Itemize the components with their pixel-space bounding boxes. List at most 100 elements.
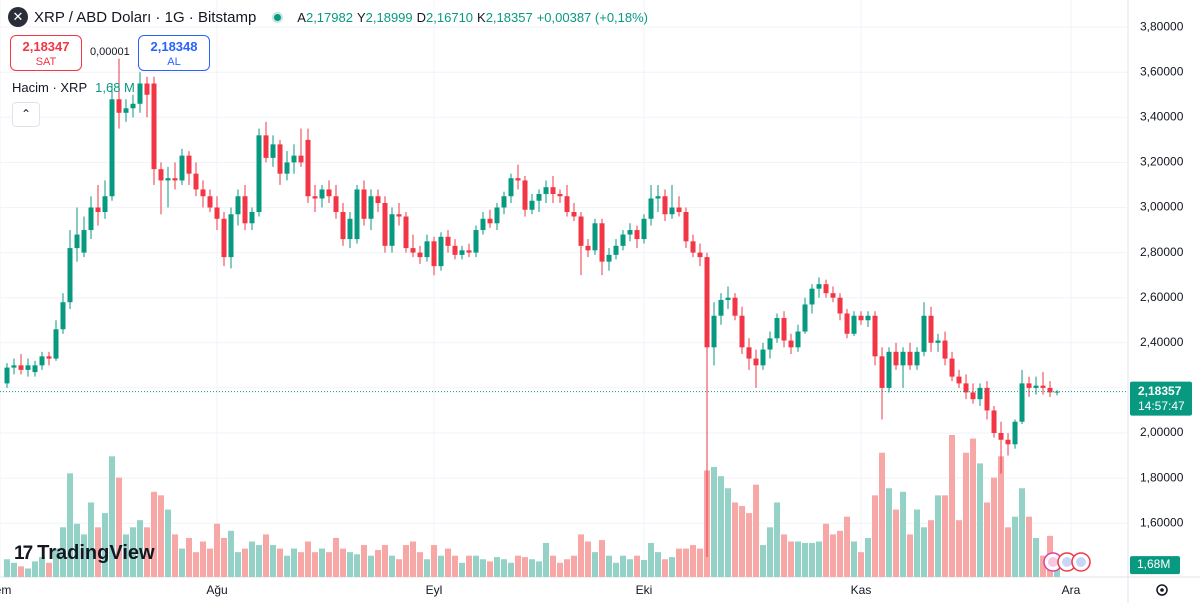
- volume-bar: [158, 495, 165, 577]
- volume-bar: [242, 548, 249, 577]
- ohlc-value: 2,16710: [426, 9, 474, 25]
- event-flag: [1062, 557, 1072, 567]
- sell-price[interactable]: 2,18347: [22, 39, 70, 54]
- volume-bar: [746, 513, 753, 577]
- volume-bar: [60, 527, 67, 577]
- volume-bar: [718, 476, 725, 577]
- volume-bar: [683, 548, 690, 577]
- volume-bar: [774, 502, 781, 577]
- volume-bar: [613, 562, 620, 577]
- candle-body: [746, 347, 752, 359]
- candle-body: [326, 189, 332, 197]
- candle-body: [872, 315, 878, 357]
- ohlc-label: D: [416, 9, 427, 25]
- symbol-icon: ✕: [8, 7, 28, 27]
- candle-body: [865, 315, 871, 321]
- candle-body: [508, 178, 514, 197]
- buy-label[interactable]: AL: [167, 56, 181, 68]
- candle-body: [788, 340, 794, 348]
- candle-body: [221, 218, 227, 258]
- volume-bar: [473, 555, 480, 577]
- candle-body: [263, 135, 269, 158]
- ohlc-label: A: [297, 9, 306, 25]
- volume-bar: [788, 541, 795, 577]
- candle-body: [830, 293, 836, 298]
- sell-button[interactable]: 2,18347 SAT: [10, 35, 82, 71]
- candle-body: [151, 83, 157, 170]
- buy-price[interactable]: 2,18348: [150, 39, 198, 54]
- buy-button[interactable]: 2,18348 AL: [138, 35, 210, 71]
- y-tick-label: 1,80000: [1140, 470, 1184, 484]
- candle-body: [634, 230, 640, 240]
- candle-body: [144, 83, 150, 95]
- candle-body: [851, 315, 857, 334]
- candle-body: [564, 196, 570, 213]
- candle-body: [949, 358, 955, 377]
- volume-bar: [802, 542, 809, 577]
- candle-body: [739, 315, 745, 348]
- volume-bar: [438, 555, 445, 577]
- candle-body: [53, 329, 59, 359]
- volume-bar: [25, 568, 32, 577]
- candle-body: [1012, 421, 1018, 445]
- candle-body: [116, 99, 122, 113]
- volume-bar: [984, 502, 991, 577]
- volume-bar: [193, 552, 200, 577]
- volume-bar: [711, 466, 718, 577]
- volume-bar: [123, 534, 130, 577]
- volume-bar: [767, 527, 774, 577]
- volume-bar: [648, 542, 655, 577]
- candle-body: [718, 299, 724, 316]
- volume-bar: [697, 548, 704, 577]
- y-tick-label: 3,40000: [1140, 109, 1184, 123]
- candle-body: [277, 144, 283, 174]
- y-tick-label: 3,20000: [1140, 155, 1184, 169]
- volume-bar: [410, 541, 417, 577]
- volume-bar: [550, 555, 557, 577]
- candle-body: [536, 193, 542, 201]
- candle-body: [123, 108, 129, 113]
- candle-body: [627, 230, 633, 235]
- candle-body: [655, 196, 661, 199]
- volume-bar: [725, 488, 732, 577]
- candle-body: [858, 315, 864, 321]
- price-axis-panel: [1128, 0, 1200, 603]
- sell-label[interactable]: SAT: [35, 56, 57, 68]
- volume-bar: [186, 537, 193, 577]
- candle-body: [711, 315, 717, 348]
- volume-bar: [67, 473, 74, 577]
- volume-bar: [564, 559, 571, 577]
- volume-bar: [522, 557, 529, 577]
- volume-bar: [235, 552, 242, 577]
- volume-bar: [116, 477, 123, 577]
- candle-body: [438, 236, 444, 267]
- candle-body: [452, 245, 458, 255]
- volume-bar: [389, 555, 396, 577]
- volume-bar: [1033, 537, 1040, 577]
- candle-body: [39, 356, 45, 366]
- price-change: +0,00387 (+0,18%): [536, 9, 649, 25]
- volume-bar: [851, 541, 858, 577]
- volume-bar: [1019, 488, 1026, 577]
- event-icon[interactable]: [1057, 552, 1077, 572]
- volume-bar: [907, 534, 914, 577]
- candle-body: [11, 365, 17, 368]
- event-icon[interactable]: [1071, 552, 1091, 572]
- candle-body: [165, 178, 171, 181]
- candle-body: [298, 155, 304, 163]
- volume-bar: [270, 545, 277, 577]
- candle-body: [774, 317, 780, 339]
- settings-icon[interactable]: [1156, 584, 1168, 596]
- volume-bar: [515, 555, 522, 577]
- volume-bar: [893, 509, 900, 577]
- candle-body: [1054, 391, 1060, 393]
- gear[interactable]: [1156, 584, 1168, 596]
- collapse-button[interactable]: ⌃: [12, 102, 40, 127]
- candle-body: [305, 139, 311, 197]
- candle-body: [60, 302, 66, 330]
- candle-body: [900, 351, 906, 366]
- candle-body: [256, 135, 262, 213]
- gear-center[interactable]: [1160, 588, 1164, 592]
- symbol-title[interactable]: XRP / ABD Doları · 1G · Bitstamp: [34, 8, 257, 26]
- volume-bar: [81, 534, 88, 577]
